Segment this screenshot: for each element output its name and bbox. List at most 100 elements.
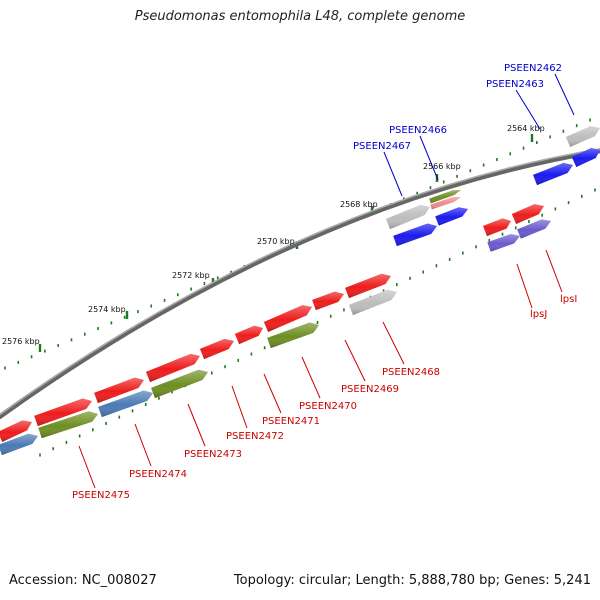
scale-tick	[316, 321, 319, 324]
scale-tick	[158, 396, 160, 400]
scale-tick	[39, 453, 41, 457]
gene-arrow-red-shade	[94, 377, 144, 404]
gene-label-bottom: lpsI	[560, 294, 577, 305]
gene-label-bottom: PSEEN2473	[184, 449, 242, 460]
scale-tick	[230, 270, 232, 274]
scale-tick	[567, 201, 570, 205]
gene-label-bottom-leader	[344, 339, 366, 382]
scale-label: 2564 kbp	[507, 124, 545, 133]
scale-tick	[541, 213, 543, 217]
scale-tick	[501, 232, 504, 236]
scale-tick	[177, 293, 179, 297]
gene-label-bottom: PSEEN2470	[299, 401, 357, 412]
major-tick	[38, 344, 42, 352]
gene-arrow-purple-shade	[517, 219, 551, 239]
accession-text: Accession: NC_008027	[9, 573, 157, 588]
gene-label-bottom-leader	[516, 263, 533, 309]
gene-arrow-gray-shade	[348, 289, 397, 316]
gene-arrow-gray-shade	[385, 204, 430, 230]
gene-label-bottom: PSEEN2472	[226, 431, 284, 442]
gene-arrow-red-shade	[312, 291, 344, 311]
scale-tick	[509, 152, 512, 156]
gene-label-bottom-leader	[78, 445, 96, 489]
scale-tick	[442, 180, 445, 184]
gene-label-top-leader	[554, 73, 575, 116]
map-title: Pseudomonas entomophila L48, complete ge…	[134, 9, 466, 24]
gene-arrow-blue-shade	[571, 148, 600, 167]
scale-tick	[462, 251, 464, 255]
scale-tick	[150, 304, 153, 308]
gene-label-top: PSEEN2463	[486, 79, 544, 90]
scale-tick	[110, 321, 113, 325]
scale-tick	[536, 141, 538, 145]
scale-tick	[263, 346, 266, 350]
gene-arrow-steel-shade	[98, 390, 153, 418]
gene-arrow-red-shade	[263, 305, 312, 333]
gene-arrow-blue-shade	[435, 207, 468, 226]
gene-arrow-red-shade	[345, 273, 391, 299]
gene-arrow-olive-shade	[267, 322, 319, 349]
gene-features[interactable]	[0, 126, 600, 456]
gene-arrow-steel-shade	[0, 433, 38, 456]
scale-tick	[17, 360, 20, 364]
scale-label: 2570 kbp	[257, 237, 295, 246]
gene-label-top: PSEEN2462	[504, 63, 562, 74]
gene-label-top-leader	[383, 151, 403, 197]
gene-arrow-red-shade	[234, 325, 263, 345]
label-leader-lines	[78, 73, 575, 489]
scale-tick	[123, 315, 126, 319]
major-tick	[370, 206, 374, 214]
gene-arrow-red-shade	[34, 398, 92, 427]
scale-tick	[144, 403, 147, 407]
gene-arrow-red-shade	[483, 218, 511, 237]
gene-label-bottom: PSEEN2469	[341, 384, 399, 395]
gene-label-top: PSEEN2466	[389, 125, 447, 136]
scale-tick	[250, 352, 253, 356]
scale-tick	[224, 365, 226, 369]
scale-tick	[131, 409, 134, 413]
scale-tick	[528, 220, 530, 224]
gene-arrow-blue-shade	[532, 162, 573, 186]
gene-label-bottom-leader	[231, 385, 248, 429]
scale-tick	[203, 281, 206, 285]
scale-tick	[44, 349, 46, 353]
gene-label-bottom-leader	[134, 423, 152, 467]
gene-label-bottom-leader	[301, 356, 321, 399]
scale-tick	[594, 188, 596, 192]
scale-tick	[65, 440, 68, 444]
gene-arrow-gray-shade	[565, 126, 600, 148]
gene-arrow-olive-shade	[38, 411, 98, 439]
backbone-highlight	[0, 148, 600, 416]
scale-tick	[514, 226, 517, 230]
scale-tick	[549, 135, 551, 139]
scale-label: 2574 kbp	[88, 305, 126, 314]
scale-tick	[475, 245, 477, 249]
scale-tick	[92, 428, 94, 432]
scale-tick	[522, 146, 525, 150]
scale-tick	[435, 264, 438, 268]
gene-label-bottom-leader	[263, 373, 282, 414]
gene-arrow-blue-shade	[393, 223, 437, 247]
scale-tick	[488, 238, 491, 242]
topology-text: Topology: circular; Length: 5,888,780 bp…	[233, 573, 591, 588]
scale-tick	[395, 283, 398, 287]
labels: 2564 kbp 2566 kbp 2568 kbp 2570 kbp 2572 kbp…	[2, 63, 577, 501]
scale-tick	[105, 421, 107, 425]
scale-label: 2568 kbp	[340, 200, 378, 209]
gene-label-top: PSEEN2467	[353, 141, 411, 152]
scale-tick	[57, 343, 59, 347]
gene-arrow-purple-shade	[487, 233, 520, 252]
scale-tick	[210, 371, 213, 375]
scale-tick	[70, 338, 73, 342]
scale-tick	[30, 355, 33, 359]
scale-tick	[580, 194, 583, 198]
scale-tick	[429, 186, 432, 190]
scale-tick	[343, 308, 345, 312]
gene-arrow-pink-shade	[430, 197, 461, 210]
gene-arrow-olive-shade	[429, 190, 461, 204]
gene-label-bottom: lpsJ	[530, 309, 547, 320]
scale-tick	[4, 366, 6, 370]
gene-label-top-leader	[419, 135, 439, 181]
gene-arrow-olive-shade	[151, 369, 208, 399]
scale-label: 2566 kbp	[423, 162, 461, 171]
